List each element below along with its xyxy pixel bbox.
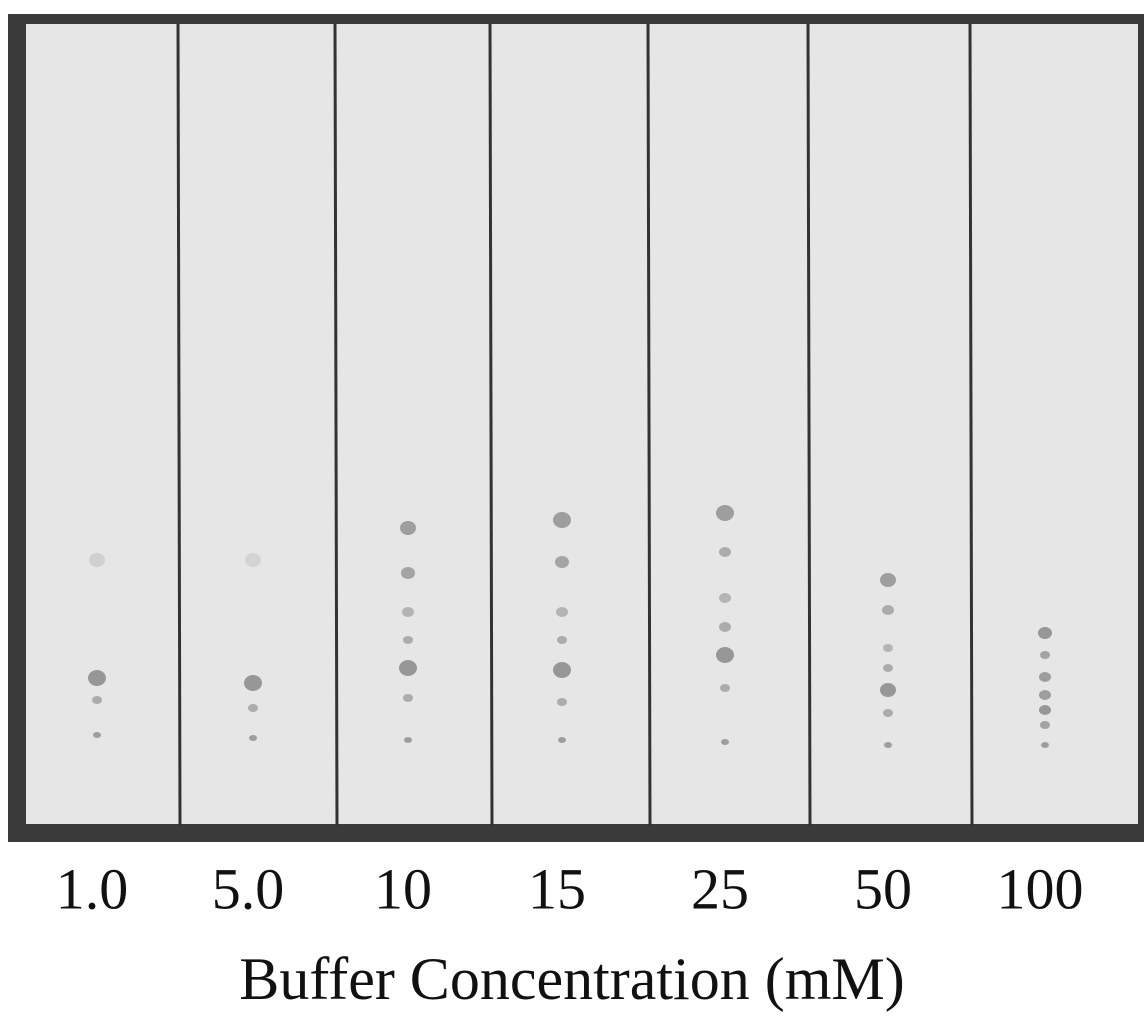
spot (882, 605, 894, 615)
spot (883, 664, 893, 672)
spot (1039, 690, 1051, 700)
spot (92, 696, 102, 704)
spot (555, 556, 569, 568)
lane-label: 15 (528, 856, 586, 921)
spot (553, 662, 571, 678)
lane-label: 10 (374, 856, 432, 921)
spot (883, 644, 893, 652)
lane-divider (176, 23, 182, 827)
axis-label: Buffer Concentration (mM) (239, 946, 904, 1012)
lane-divider (968, 23, 974, 827)
spot (883, 709, 893, 717)
gel-plate (26, 24, 1138, 824)
spot (245, 553, 261, 567)
spot (1039, 672, 1051, 682)
spots (88, 505, 1052, 748)
spot (88, 670, 106, 686)
spot (880, 573, 896, 587)
spot (401, 567, 415, 579)
spot (248, 704, 258, 712)
spot (884, 742, 892, 748)
lane-divider (488, 23, 494, 827)
lane-dividers (176, 23, 974, 827)
lane-label: 50 (854, 856, 912, 921)
lane-divider (646, 23, 652, 827)
spot (719, 547, 731, 557)
spot (93, 732, 101, 738)
spot (1040, 651, 1050, 659)
spot (716, 505, 734, 521)
spot (400, 521, 416, 535)
spot (716, 647, 734, 663)
spot (1041, 742, 1049, 748)
spot (719, 622, 731, 632)
spot (244, 675, 262, 691)
spot (403, 694, 413, 702)
spot (553, 512, 571, 528)
lane-label: 1.0 (56, 856, 129, 921)
spot (403, 636, 413, 644)
lane-divider (806, 23, 812, 827)
lane-label: 100 (997, 856, 1084, 921)
spot (557, 698, 567, 706)
spot (720, 684, 730, 692)
lane-divider (333, 23, 339, 827)
spot (399, 660, 417, 676)
spot (880, 683, 896, 697)
lane-label: 25 (691, 856, 749, 921)
spot (249, 735, 257, 741)
spot (402, 607, 414, 617)
spot (556, 607, 568, 617)
spot (719, 593, 731, 603)
lane-label: 5.0 (212, 856, 285, 921)
lane-labels: 1.0 5.0 10 15 25 50 100 (56, 856, 1084, 921)
spot (1040, 721, 1050, 729)
spot (89, 553, 105, 567)
spot (1039, 705, 1051, 715)
spot (557, 636, 567, 644)
spot (404, 737, 412, 743)
spot (721, 739, 729, 745)
spot (1038, 627, 1052, 639)
spot (558, 737, 566, 743)
